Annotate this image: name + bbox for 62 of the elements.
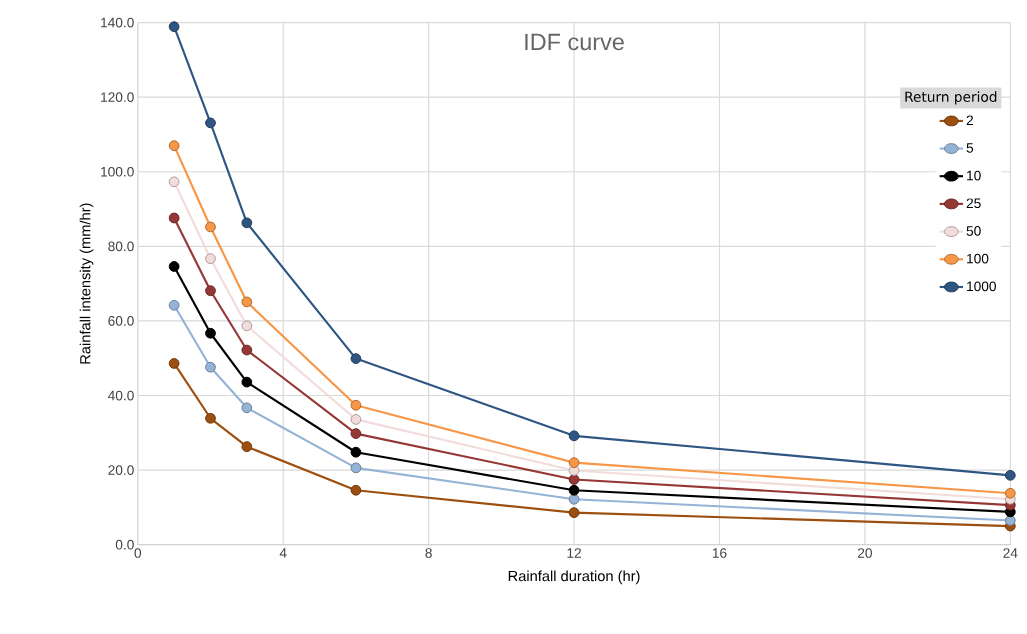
point [168,299,180,311]
x-tick-label: 12 [567,548,581,558]
point [350,428,362,439]
point [168,140,180,152]
point [350,414,362,425]
point [568,430,580,442]
point [350,399,362,411]
point [568,474,580,485]
point [350,446,362,458]
point [168,176,180,188]
x-axis-title: Rainfall duration (hr) [508,570,640,585]
point [241,344,253,356]
x-tick-label: 20 [857,548,872,558]
point [350,484,362,496]
point [205,412,216,424]
point [205,221,216,233]
point [241,402,253,414]
y-tick-label: 20.0 [108,465,134,475]
y-tick-label: 140.0 [101,17,134,28]
point [1004,469,1016,481]
point [241,320,253,332]
point [350,353,362,364]
legend-title: Return period [905,91,997,105]
point [1004,515,1016,526]
legend-label: 10 [967,170,981,181]
point [205,285,216,297]
point [205,327,216,339]
legend-label: 100 [967,253,989,264]
legend-label: 1000 [967,281,996,292]
point [241,441,253,452]
point [168,212,180,224]
point [350,462,362,474]
point [205,361,216,373]
point [168,21,180,33]
point [568,507,580,519]
point [241,296,253,308]
x-tick-label: 24 [1003,548,1018,558]
y-tick-label: 80.0 [108,241,134,252]
chart-title: IDF curve [525,33,624,51]
point [568,457,580,469]
y-axis-title: Rainfall intensity (mm/hr) [79,203,94,364]
y-tick-label: 40.0 [107,390,134,401]
legend-label: 50 [966,226,981,236]
point [205,253,216,265]
x-tick-label: 4 [279,548,287,558]
y-tick-label: 60.0 [108,316,134,326]
legend-label: 5 [966,143,974,153]
point [241,376,253,388]
point [1004,487,1016,499]
y-tick-label: 120.0 [101,92,134,102]
point [205,117,216,129]
point [568,484,580,496]
point [168,358,180,369]
legend-label: 25 [966,198,981,209]
x-tick-label: 8 [425,548,432,558]
x-tick-label: 0 [134,548,142,558]
point [168,261,180,272]
legend-label: 2 [966,115,973,125]
point [241,217,253,229]
y-tick-label: 100.0 [101,166,134,177]
y-tick-label: 0.0 [115,539,134,550]
x-tick-label: 16 [712,548,727,558]
